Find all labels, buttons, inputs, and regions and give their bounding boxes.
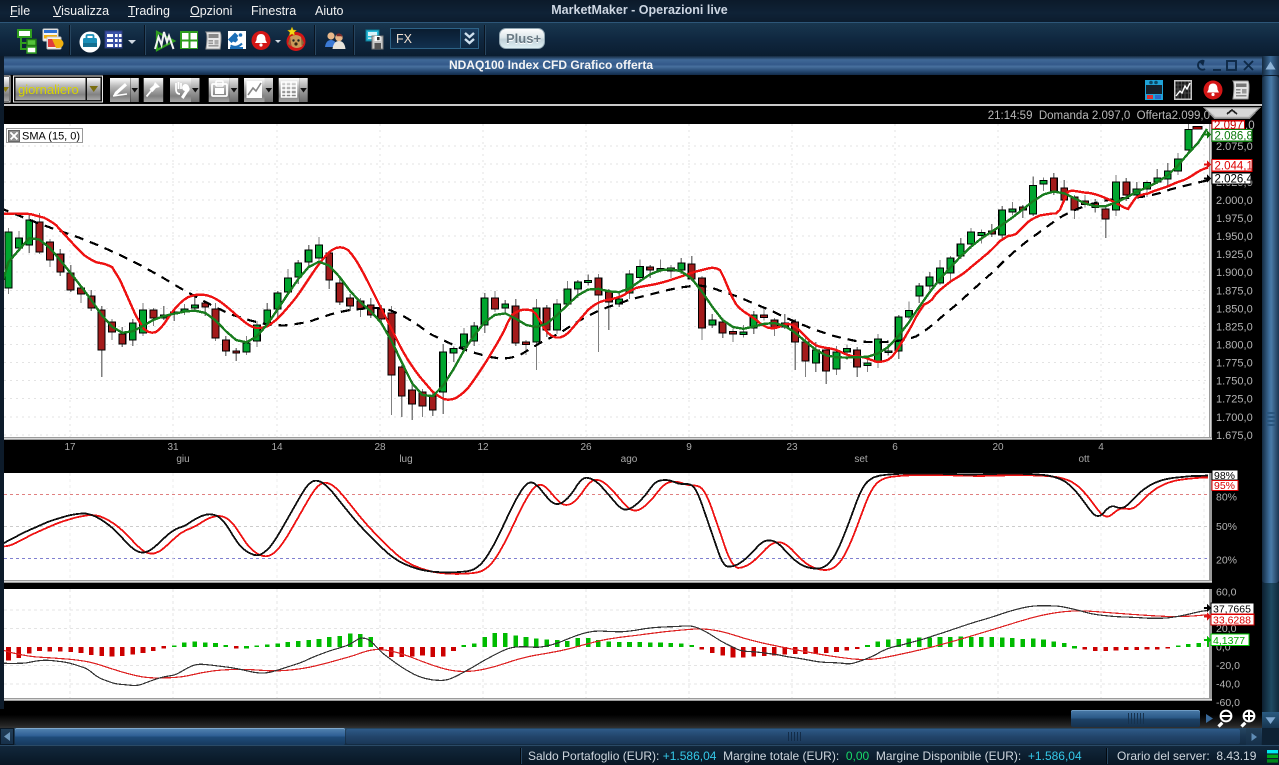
svg-text:1.975,0: 1.975,0 [1216,213,1253,225]
svg-text:28: 28 [374,442,386,453]
svg-text:1.900,0: 1.900,0 [1216,267,1253,279]
svg-text:1.825,0: 1.825,0 [1216,321,1253,333]
svg-text:4,1377: 4,1377 [1213,635,1245,647]
svg-text:98%: 98% [1214,470,1235,482]
svg-text:21:14:59 Domanda 2.097,0 Off: 21:14:59 Domanda 2.097,0 Offerta2.099,0 [988,110,1210,122]
svg-text:2.044,1: 2.044,1 [1215,160,1253,172]
svg-text:50%: 50% [1216,521,1237,533]
svg-text:4: 4 [1098,442,1104,453]
svg-text:ago: ago [621,454,638,465]
svg-text:20%: 20% [1216,555,1237,567]
svg-text:12: 12 [477,442,489,453]
svg-text:1.775,0: 1.775,0 [1216,358,1253,370]
svg-text:95%: 95% [1214,480,1235,492]
svg-text:2.086,8: 2.086,8 [1215,130,1253,142]
svg-text:6: 6 [892,442,898,453]
svg-text:giornaliero: giornaliero [18,82,79,97]
svg-text:20: 20 [992,442,1004,453]
svg-text:20,0: 20,0 [1216,623,1237,635]
svg-text:1.875,0: 1.875,0 [1216,285,1253,297]
svg-text:set: set [854,454,868,465]
svg-text:1.725,0: 1.725,0 [1216,394,1253,406]
svg-text:lug: lug [399,454,412,465]
svg-text:33,6288: 33,6288 [1213,615,1251,627]
svg-text:ott: ott [1078,454,1089,465]
svg-text:2.026,4: 2.026,4 [1215,173,1254,185]
svg-text:1.750,0: 1.750,0 [1216,376,1253,388]
svg-text:SMA (15, 0): SMA (15, 0) [22,131,80,143]
svg-text:-40,0: -40,0 [1216,678,1240,690]
svg-text:giu: giu [176,454,189,465]
svg-text:1.950,0: 1.950,0 [1216,231,1253,243]
svg-text:9: 9 [686,442,692,453]
svg-text:26: 26 [580,442,592,453]
svg-text:2.000,0: 2.000,0 [1216,195,1253,207]
svg-text:14: 14 [271,442,283,453]
svg-text:37,7665: 37,7665 [1213,603,1251,615]
svg-text:60,0: 60,0 [1216,586,1237,598]
svg-text:31: 31 [167,442,179,453]
svg-text:23: 23 [786,442,798,453]
svg-text:17: 17 [64,442,76,453]
svg-text:-60,0: -60,0 [1216,697,1240,709]
svg-text:2.075,0: 2.075,0 [1216,141,1253,153]
svg-text:80%: 80% [1216,492,1237,504]
svg-text:1.850,0: 1.850,0 [1216,303,1253,315]
svg-text:1.925,0: 1.925,0 [1216,249,1253,261]
svg-text:1.700,0: 1.700,0 [1216,412,1253,424]
svg-text:-20,0: -20,0 [1216,660,1240,672]
svg-text:,0: ,0 [1245,120,1255,132]
svg-text:1.675,0: 1.675,0 [1216,430,1253,442]
svg-text:1.800,0: 1.800,0 [1216,340,1253,352]
